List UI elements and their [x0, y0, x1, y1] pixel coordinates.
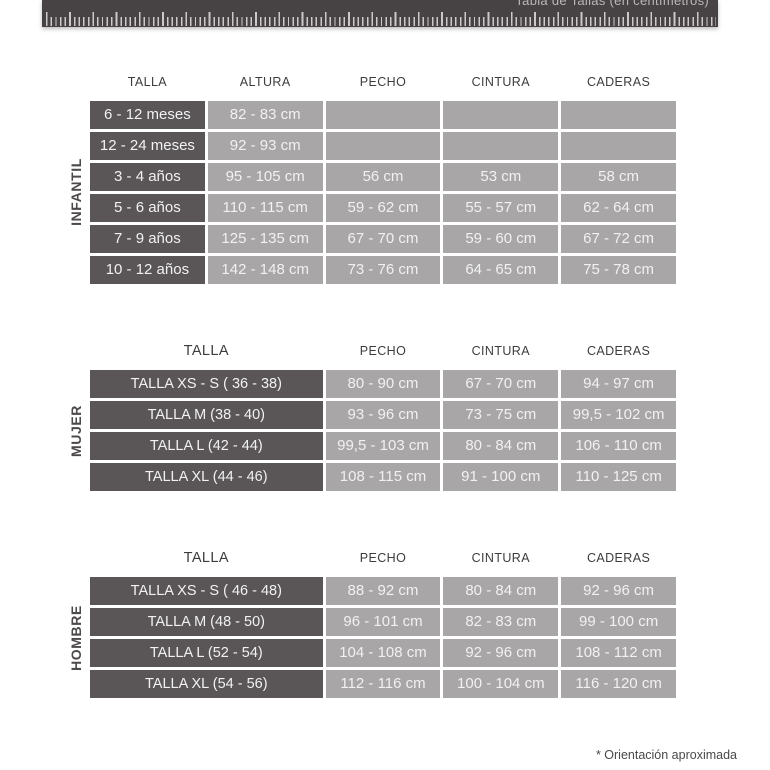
column-header-caderas: CADERAS: [586, 551, 651, 565]
size-cell: 10 - 12 años: [90, 256, 205, 284]
size-cell: 5 - 6 años: [90, 194, 205, 222]
measure-cell: 110 - 115 cm: [207, 194, 323, 222]
measure-cell: 75 - 78 cm: [561, 256, 676, 284]
column-header-cintura: CINTURA: [471, 551, 530, 565]
measure-cell: 67 - 70 cm: [325, 225, 441, 253]
column-header-talla: TALLA: [127, 75, 168, 89]
measure-cell: 80 - 90 cm: [325, 370, 441, 398]
size-cell: TALLA L (52 - 54): [90, 639, 323, 667]
measure-cell: 67 - 70 cm: [443, 370, 559, 398]
measure-cell: [443, 132, 559, 160]
measure-cell: 92 - 96 cm: [561, 577, 676, 605]
measure-cell: 59 - 60 cm: [443, 225, 559, 253]
column-header-caderas: CADERAS: [586, 344, 651, 358]
section-label-mujer: MUJER: [68, 404, 84, 458]
column-header-caderas: CADERAS: [586, 75, 651, 89]
measure-cell: 58 cm: [561, 163, 676, 191]
column-header-cintura: CINTURA: [471, 344, 530, 358]
section-label-infantil: INFANTIL: [68, 158, 84, 226]
section-infantil: TALLA ALTURA PECHO CINTURA CADERAS 6 - 1…: [90, 74, 676, 284]
measure-cell: 92 - 93 cm: [207, 132, 323, 160]
table-body: 6 - 12 meses 82 - 83 cm 12 - 24 meses 92…: [90, 101, 676, 284]
measure-cell: 88 - 92 cm: [325, 577, 441, 605]
page-title: Tabla de Tallas (en centímetros): [515, 0, 709, 8]
ruler-bar: Tabla de Tallas (en centímetros): [42, 0, 718, 27]
measure-cell: [561, 132, 676, 160]
measure-cell: 99,5 - 103 cm: [325, 432, 441, 460]
column-header-talla: TALLA: [183, 550, 229, 566]
table-body: TALLA XS - S ( 46 - 48) 88 - 92 cm 80 - …: [90, 577, 676, 698]
column-header-row: TALLA PECHO CINTURA CADERAS: [90, 550, 676, 566]
section-hombre: TALLA PECHO CINTURA CADERAS TALLA XS - S…: [90, 550, 676, 698]
measure-cell: 92 - 96 cm: [443, 639, 559, 667]
ruler-ticks-major-icon: [46, 12, 716, 26]
size-cell: TALLA XL (54 - 56): [90, 670, 323, 698]
column-header-pecho: PECHO: [359, 344, 407, 358]
measure-cell: 106 - 110 cm: [561, 432, 676, 460]
measure-cell: 80 - 84 cm: [443, 432, 559, 460]
measure-cell: 55 - 57 cm: [443, 194, 559, 222]
column-header-row: TALLA ALTURA PECHO CINTURA CADERAS: [90, 74, 676, 90]
measure-cell: 91 - 100 cm: [443, 463, 559, 491]
section-label-hombre: HOMBRE: [68, 605, 84, 671]
measure-cell: 95 - 105 cm: [207, 163, 323, 191]
measure-cell: [561, 101, 676, 129]
size-cell: 7 - 9 años: [90, 225, 205, 253]
measure-cell: 56 cm: [325, 163, 441, 191]
measure-cell: 73 - 76 cm: [325, 256, 441, 284]
column-header-pecho: PECHO: [359, 551, 407, 565]
measure-cell: 142 - 148 cm: [207, 256, 323, 284]
column-header-cintura: CINTURA: [471, 75, 530, 89]
measure-cell: 82 - 83 cm: [443, 608, 559, 636]
measure-cell: 104 - 108 cm: [325, 639, 441, 667]
footnote: * Orientación aproximada: [595, 748, 737, 762]
section-mujer: TALLA PECHO CINTURA CADERAS TALLA XS - S…: [90, 343, 676, 491]
measure-cell: 96 - 101 cm: [325, 608, 441, 636]
measure-cell: [443, 101, 559, 129]
size-cell: 3 - 4 años: [90, 163, 205, 191]
measure-cell: 112 - 116 cm: [325, 670, 441, 698]
measure-cell: 125 - 135 cm: [207, 225, 323, 253]
measure-cell: 67 - 72 cm: [561, 225, 676, 253]
measure-cell: 53 cm: [443, 163, 559, 191]
column-header-pecho: PECHO: [359, 75, 407, 89]
measure-cell: 80 - 84 cm: [443, 577, 559, 605]
column-header-row: TALLA PECHO CINTURA CADERAS: [90, 343, 676, 359]
measure-cell: 64 - 65 cm: [443, 256, 559, 284]
size-cell: TALLA M (48 - 50): [90, 608, 323, 636]
measure-cell: 94 - 97 cm: [561, 370, 676, 398]
measure-cell: 116 - 120 cm: [561, 670, 676, 698]
measure-cell: [325, 132, 441, 160]
table-body: TALLA XS - S ( 36 - 38) 80 - 90 cm 67 - …: [90, 370, 676, 491]
measure-cell: 62 - 64 cm: [561, 194, 676, 222]
measure-cell: 100 - 104 cm: [443, 670, 559, 698]
measure-cell: 73 - 75 cm: [443, 401, 559, 429]
measure-cell: 108 - 112 cm: [561, 639, 676, 667]
measure-cell: 108 - 115 cm: [325, 463, 441, 491]
column-header-altura: ALTURA: [239, 75, 291, 89]
measure-cell: 93 - 96 cm: [325, 401, 441, 429]
column-header-talla: TALLA: [183, 343, 229, 359]
size-cell: TALLA XS - S ( 46 - 48): [90, 577, 323, 605]
size-cell: TALLA XL (44 - 46): [90, 463, 323, 491]
size-cell: TALLA M (38 - 40): [90, 401, 323, 429]
measure-cell: 59 - 62 cm: [325, 194, 441, 222]
size-cell: TALLA L (42 - 44): [90, 432, 323, 460]
measure-cell: 99,5 - 102 cm: [561, 401, 676, 429]
measure-cell: [325, 101, 441, 129]
size-cell: 12 - 24 meses: [90, 132, 205, 160]
size-cell: 6 - 12 meses: [90, 101, 205, 129]
size-cell: TALLA XS - S ( 36 - 38): [90, 370, 323, 398]
measure-cell: 99 - 100 cm: [561, 608, 676, 636]
measure-cell: 82 - 83 cm: [207, 101, 323, 129]
measure-cell: 110 - 125 cm: [561, 463, 676, 491]
